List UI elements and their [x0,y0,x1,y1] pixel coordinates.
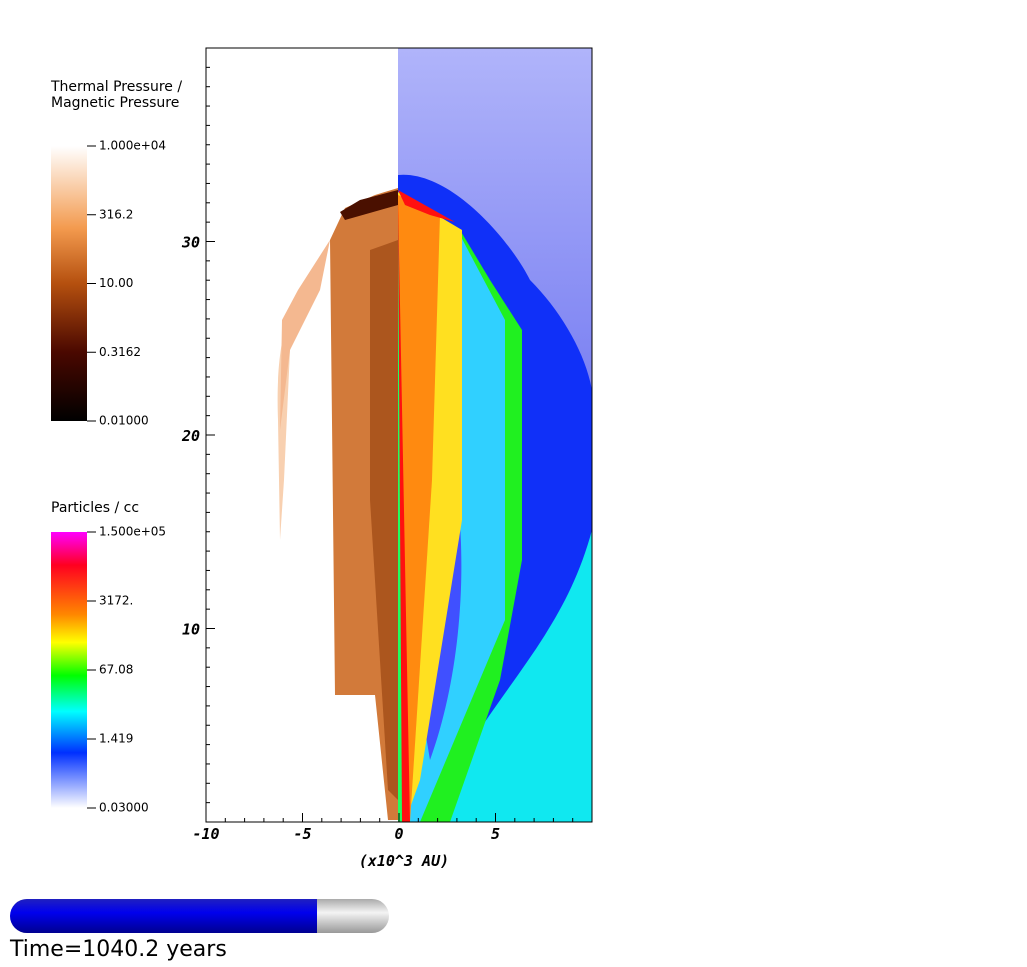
plot-image [206,48,592,822]
colorbar-label: 3172. [99,594,133,608]
x-axis-label: (x10^3 AU) [359,852,449,870]
x-tick-label: -5 [293,825,311,843]
colorbar-label: 67.08 [99,663,133,677]
colorbar-title: Magnetic Pressure [51,95,179,111]
x-tick-label: 0 [394,825,403,843]
colorbar-title: Particles / cc [51,500,139,516]
colorbar [51,146,87,421]
colorbar-label: 0.3162 [99,345,141,359]
colorbar-label: 1.000e+04 [99,139,166,153]
colorbar-label: 0.03000 [99,801,149,815]
x-tick-label: 5 [491,825,500,843]
colorbar-label: 1.500e+05 [99,525,166,539]
axes: -10 -5 0 5 10 20 30 [181,66,574,843]
time-label: Time=1040.2 years [9,937,227,962]
colorbar-label: 0.01000 [99,414,149,428]
colorbar [51,532,87,808]
x-tick-label: -10 [192,825,219,843]
colorbar-label: 1.419 [99,732,133,746]
colorbar-label: 10.00 [99,276,133,290]
progress-fill [10,899,317,933]
colorbars: Thermal Pressure /Magnetic Pressure 1.000… [50,79,182,815]
colorbar-title: Thermal Pressure / [50,79,182,95]
colorbar-label: 316.2 [99,207,133,221]
y-tick-label: 30 [181,234,200,252]
y-tick-label: 20 [181,427,200,445]
y-tick-label: 10 [182,621,200,639]
